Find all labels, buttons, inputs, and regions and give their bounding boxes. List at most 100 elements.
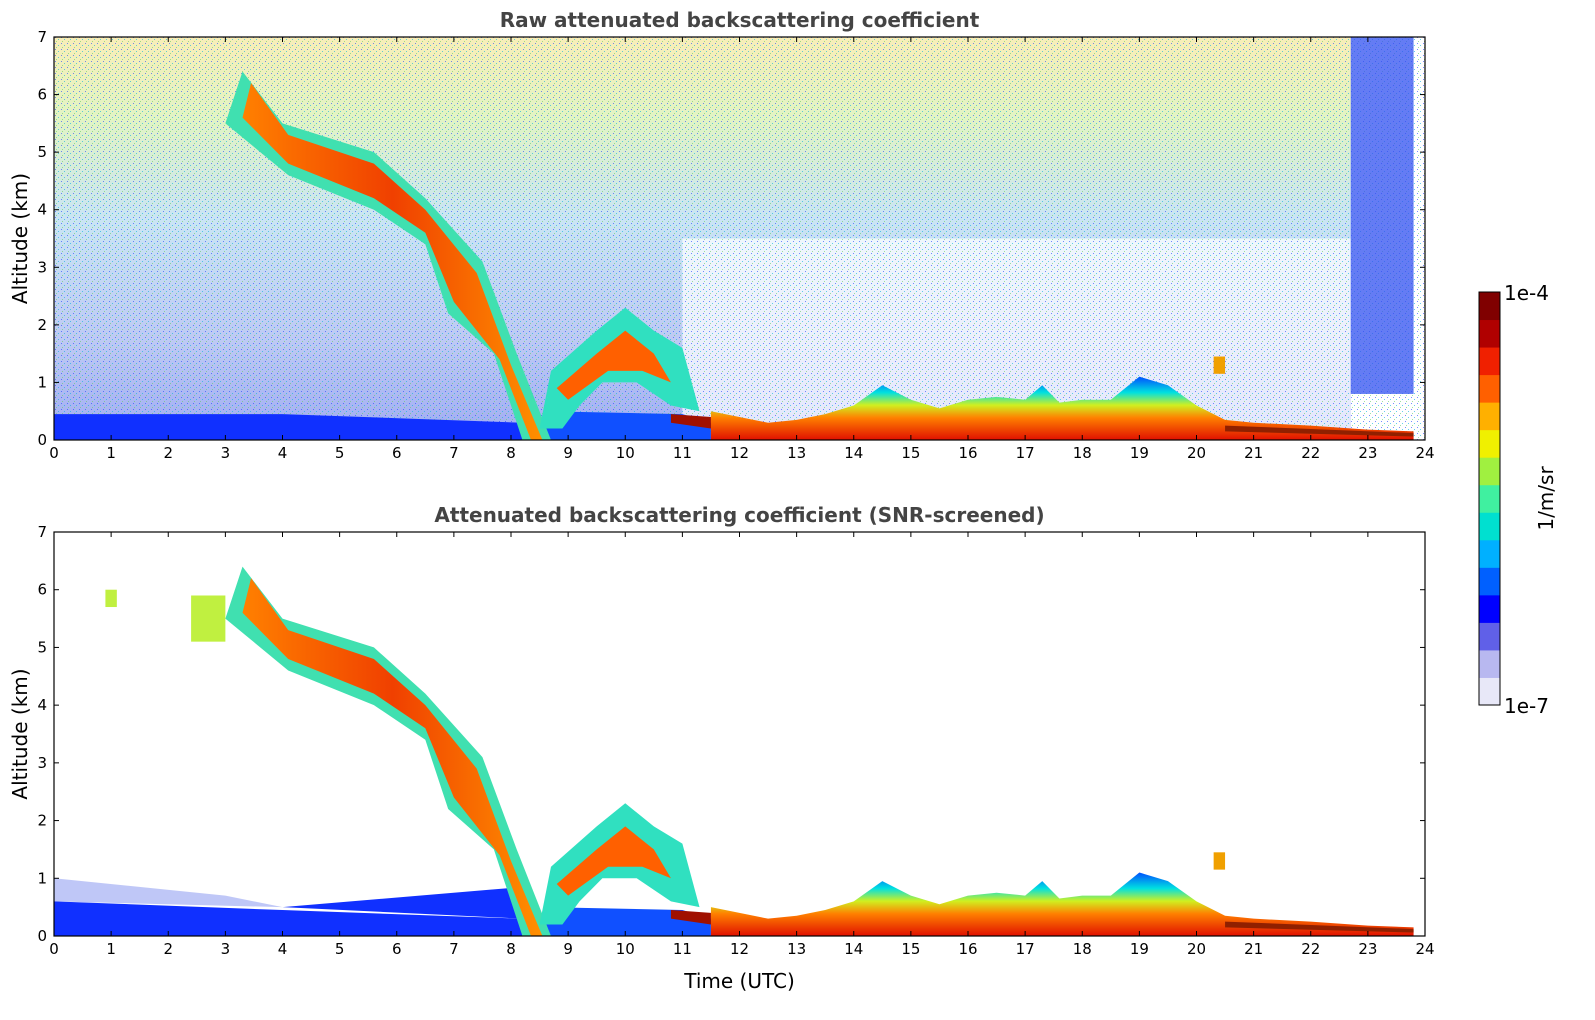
panel-top: 0 1 2 3 4 5 6 7 8 9 10 11 12 13 14 15 16 17 18 19 20 21 22 23 24… [8, 8, 1435, 462]
y-tick-label: 6 [37, 581, 47, 599]
x-tick-label: 5 [335, 444, 345, 462]
colorbar-segment [1479, 484, 1500, 513]
x-tick-label: 1 [106, 444, 116, 462]
colorbar-segment [1479, 539, 1500, 568]
x-tick-label: 20 [1187, 940, 1206, 958]
night-band [1225, 921, 1414, 933]
speck-2 [191, 595, 226, 642]
y-tick-label: 1 [37, 373, 47, 391]
x-tick-label: 5 [335, 940, 345, 958]
x-tick-label: 3 [221, 940, 231, 958]
y-axis-label: Altitude (km) [8, 668, 32, 799]
x-tick-label: 8 [506, 940, 516, 958]
noise-speckle [54, 37, 1425, 440]
panel-bottom: 0 1 2 3 4 5 6 7 8 9 10 11 12 13 14 15 16 17 18 19 20 21 22 23 24… [8, 503, 1435, 993]
y-tick-label: 2 [37, 316, 47, 334]
faint-layer [54, 878, 283, 908]
x-tick-label: 4 [278, 444, 288, 462]
y-tick-label: 4 [37, 201, 47, 219]
x-tick-label: 1 [106, 940, 116, 958]
x-tick-label: 14 [844, 940, 863, 958]
heatmap-bottom [54, 566, 1414, 936]
x-tick-label: 22 [1301, 940, 1320, 958]
x-tick-label: 13 [787, 444, 806, 462]
aerosol-plume-core [242, 578, 543, 936]
residual-layer-core [556, 826, 671, 896]
x-tick-label: 10 [616, 940, 635, 958]
x-tick-label: 14 [844, 444, 863, 462]
heatmap-top [54, 37, 1425, 440]
boundary-layer [710, 872, 1414, 936]
colorbar-segment [1479, 512, 1500, 541]
x-tick-label: 3 [221, 444, 231, 462]
residual-base [545, 907, 711, 936]
x-tick-label: 11 [673, 444, 692, 462]
colorbar-segment [1479, 567, 1500, 596]
y-tick-label: 7 [37, 28, 47, 46]
low-layer-upper [282, 886, 523, 919]
x-tick-label: 12 [730, 444, 749, 462]
colorbar: 1e-4 1e-7 1/m/sr [1478, 281, 1558, 718]
colorbar-frame [1478, 291, 1501, 706]
x-tick-label: 4 [278, 940, 288, 958]
x-tick-label: 7 [449, 940, 459, 958]
colorbar-units-label: 1/m/sr [1534, 466, 1558, 531]
x-tick-label: 16 [958, 940, 977, 958]
aerosol-plume-core [242, 83, 543, 440]
x-tick-label: 10 [616, 444, 635, 462]
x-tick-label: 24 [1415, 444, 1434, 462]
colorbar-max-label: 1e-4 [1504, 281, 1549, 305]
x-tick-label: 17 [1016, 444, 1035, 462]
colorbar-segment [1479, 677, 1500, 706]
residual-base [545, 411, 711, 440]
colorbar-segment [1479, 594, 1500, 623]
x-tick-label: 18 [1073, 940, 1092, 958]
small-cloud [1213, 356, 1226, 374]
colorbar-segment [1479, 292, 1500, 321]
colorbar-segment [1479, 649, 1500, 678]
colorbar-segment [1479, 622, 1500, 651]
x-tick-label: 8 [506, 444, 516, 462]
x-tick-label: 16 [958, 444, 977, 462]
x-tick-label: 24 [1415, 940, 1434, 958]
x-tick-label: 0 [49, 444, 59, 462]
x-tick-label: 23 [1358, 940, 1377, 958]
transition-band [670, 910, 711, 925]
x-tick-label: 9 [563, 940, 573, 958]
speck-1 [105, 589, 117, 608]
x-tick-label: 15 [901, 940, 920, 958]
x-tick-label: 9 [563, 444, 573, 462]
panel-title: Raw attenuated backscattering coefficien… [500, 8, 980, 32]
x-tick-label: 15 [901, 444, 920, 462]
colorbar-min-label: 1e-7 [1504, 694, 1549, 718]
y-tick-label: 0 [37, 431, 47, 449]
y-axis-label: Altitude (km) [8, 173, 32, 304]
residual-layer-core [556, 330, 671, 400]
x-tick-label: 18 [1073, 444, 1092, 462]
colorbar-segment [1479, 402, 1500, 431]
colorbar-segment [1479, 429, 1500, 458]
x-tick-label: 21 [1244, 444, 1263, 462]
x-tick-label: 23 [1358, 444, 1377, 462]
y-tick-label: 7 [37, 523, 47, 541]
x-tick-label: 2 [163, 940, 173, 958]
x-tick-label: 22 [1301, 444, 1320, 462]
noise-column [1350, 37, 1414, 394]
x-tick-label: 7 [449, 444, 459, 462]
x-tick-label: 19 [1130, 444, 1149, 462]
x-tick-label: 21 [1244, 940, 1263, 958]
y-tick-label: 3 [37, 754, 47, 772]
colorbar-segment [1479, 319, 1500, 348]
x-tick-label: 13 [787, 940, 806, 958]
y-tick-label: 0 [37, 927, 47, 945]
boundary-layer [710, 376, 1414, 440]
x-tick-label: 11 [673, 940, 692, 958]
low-layer [54, 414, 523, 440]
night-band [1225, 425, 1414, 437]
y-tick-label: 5 [37, 143, 47, 161]
y-tick-label: 3 [37, 258, 47, 276]
colorbar-segment [1479, 347, 1500, 376]
x-axis-label: Time (UTC) [683, 969, 795, 993]
